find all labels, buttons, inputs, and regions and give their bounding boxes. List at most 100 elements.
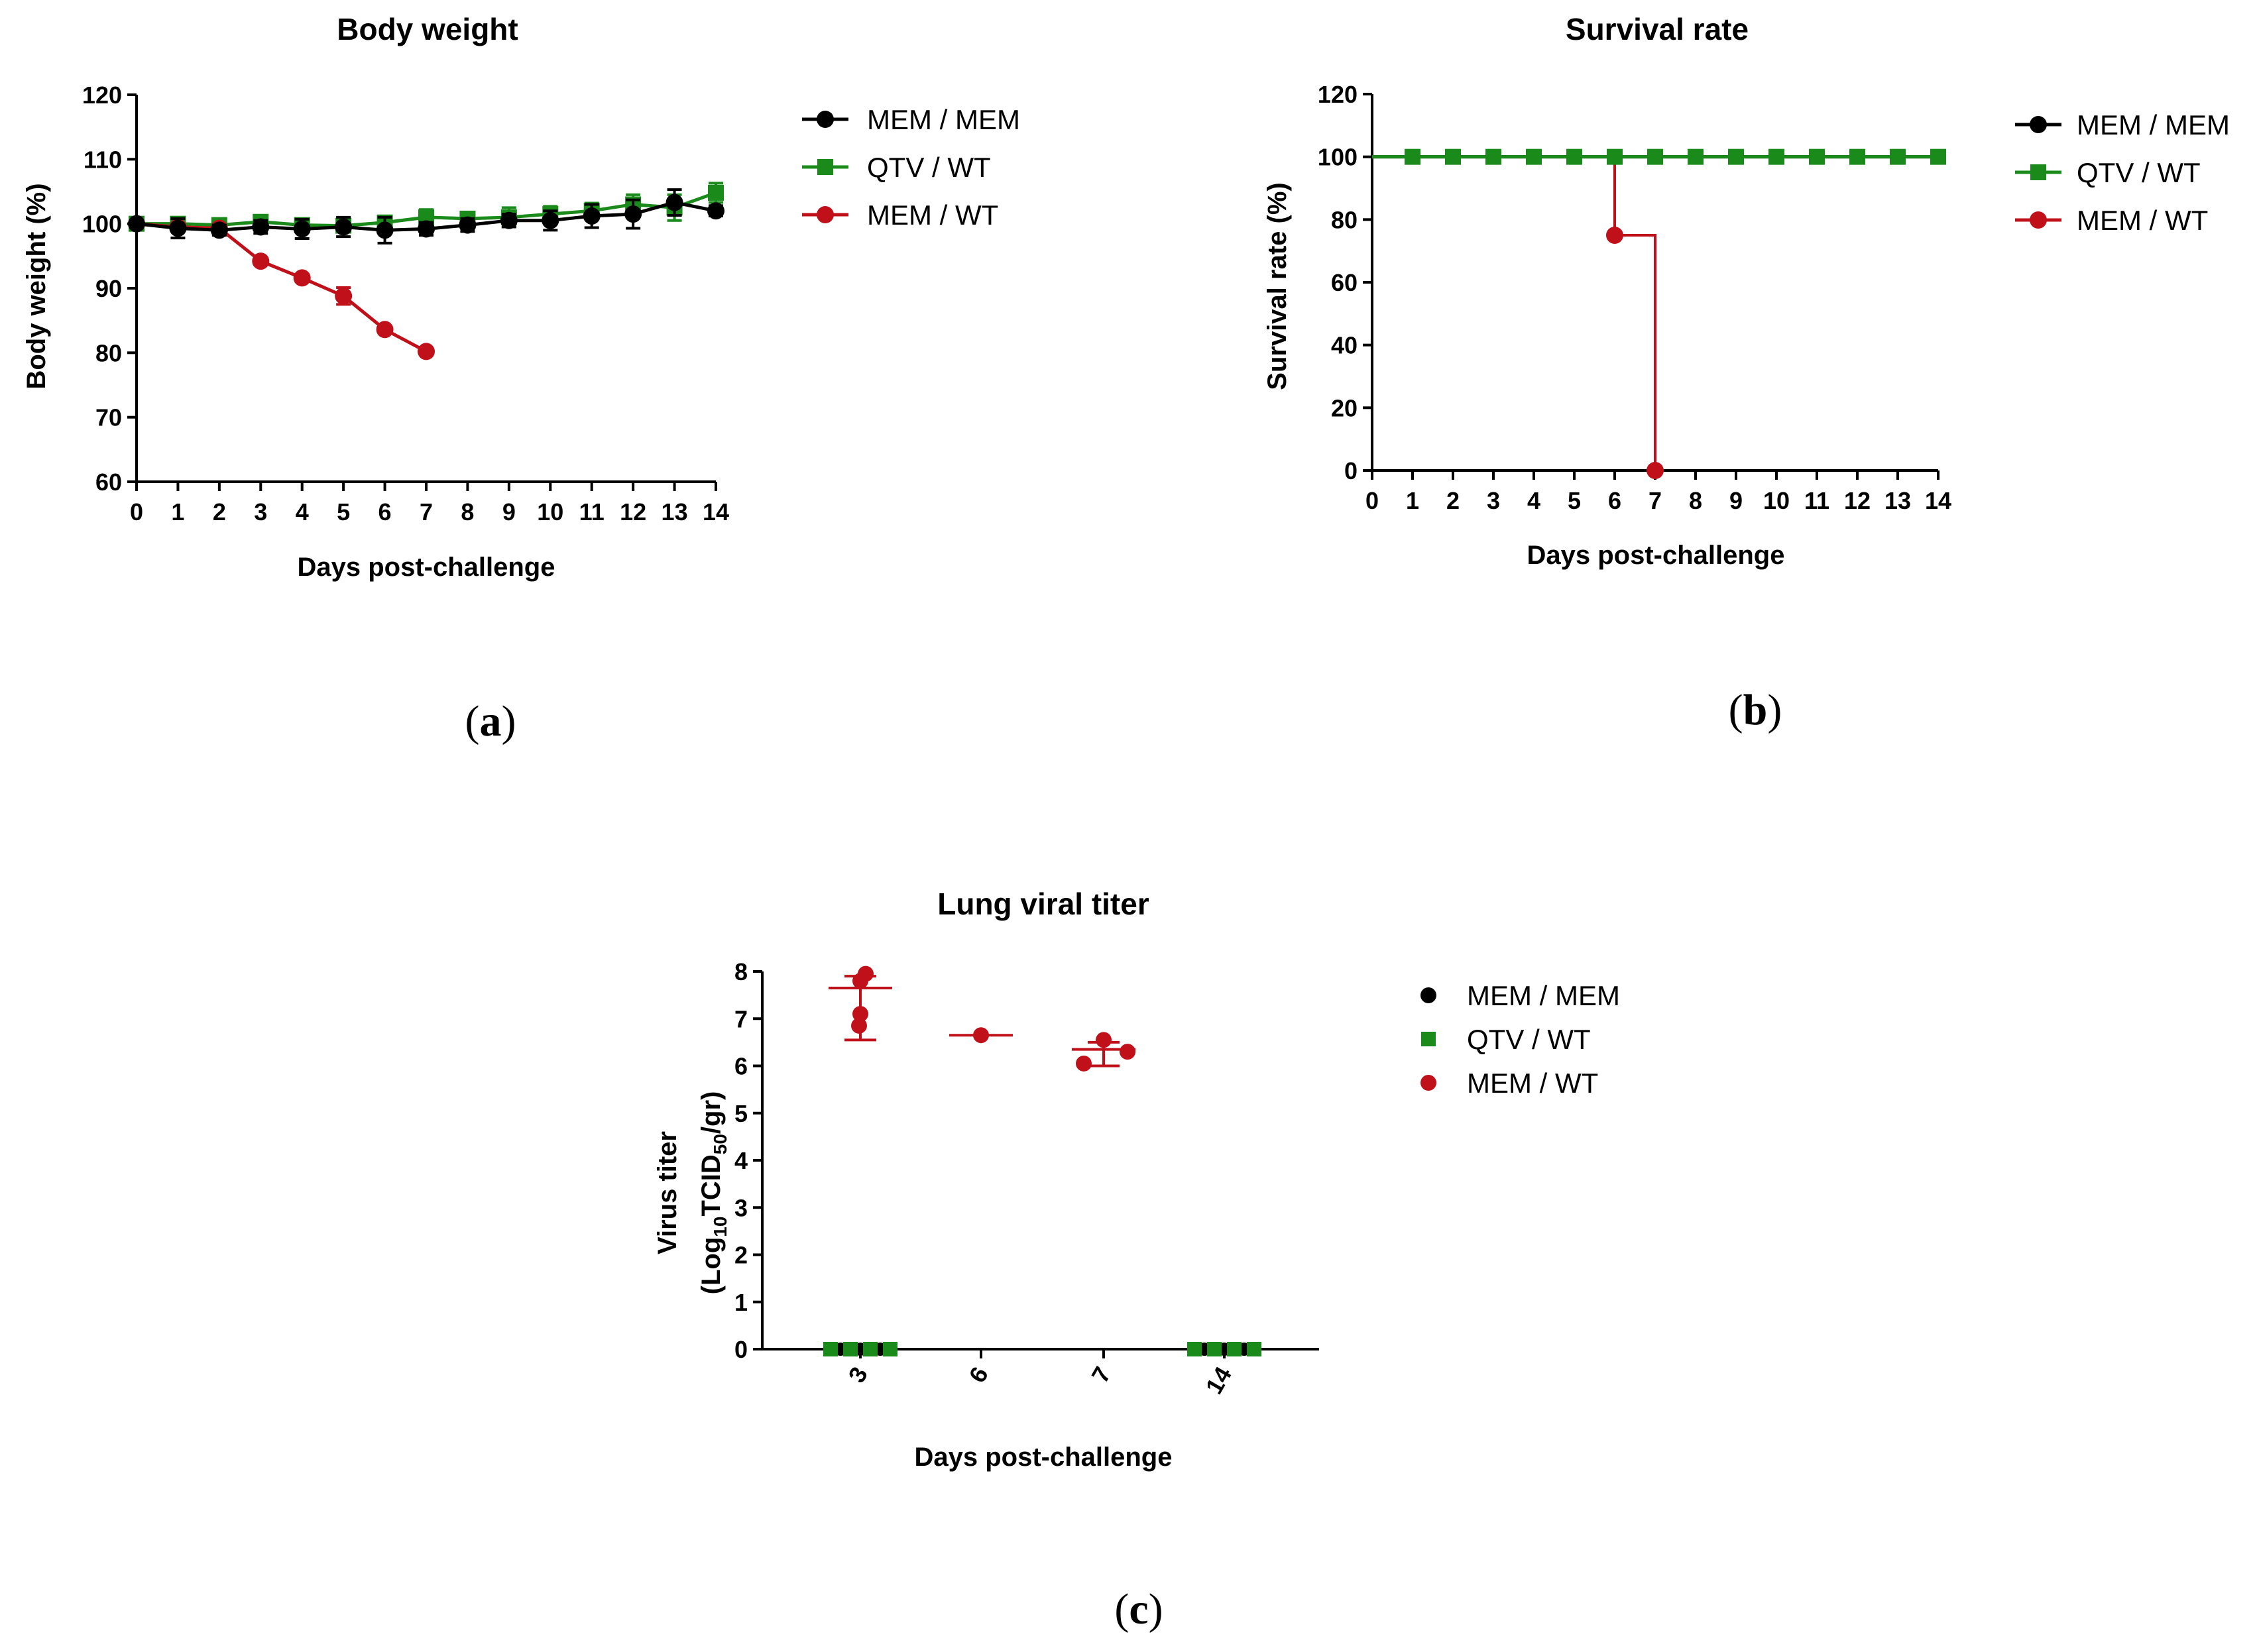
body-weight-data-point: [376, 221, 394, 239]
lung-viral-titer-y-tick-label: 0: [734, 1336, 748, 1363]
body-weight-series: [128, 182, 724, 360]
body-weight-data-point: [335, 287, 353, 305]
lung-viral-titer-y-tick-label: 1: [734, 1289, 748, 1316]
body-weight-x-tick-label: 14: [703, 498, 729, 525]
lung-viral-titer-axes: 0 1 2 3 4 5 6 7 8 3 6 7 14: [734, 958, 1319, 1399]
body-weight-y-tick-label: 60: [95, 468, 122, 496]
survival-rate-legend-marker: [2030, 116, 2047, 133]
lung-viral-titer-data-point: [883, 1342, 897, 1356]
body-weight-x-tick-label: 10: [537, 498, 563, 525]
survival-rate-data-point: [1607, 148, 1623, 165]
lung-viral-titer-y-tick-label: 4: [734, 1147, 748, 1174]
survival-rate-y-tick-label: 40: [1331, 332, 1358, 359]
body-weight-data-point: [624, 205, 642, 223]
body-weight-y-tick-label: 100: [82, 211, 122, 238]
survival-rate-legend-marker: [2030, 164, 2046, 180]
lung-viral-titer-data-point: [1187, 1342, 1202, 1356]
survival-rate-data-point: [1485, 148, 1501, 165]
panel-label-b: (b): [1729, 686, 1782, 734]
survival-rate-legend: MEM / MEM QTV / WT MEM / WT: [2015, 109, 2230, 236]
survival-rate-legend-label: MEM / WT: [2077, 205, 2208, 236]
lung-viral-titer-series: [823, 965, 1261, 1356]
body-weight-data-point: [210, 221, 228, 239]
body-weight-x-tick-label: 2: [213, 498, 226, 525]
survival-rate-data-point: [1688, 148, 1704, 165]
survival-rate-y-tick-label: 0: [1344, 457, 1358, 484]
body-weight-legend-label: MEM / WT: [867, 199, 998, 231]
survival-rate-x-tick-label: 10: [1763, 487, 1790, 514]
lung-viral-titer-data-point: [1120, 1044, 1135, 1060]
body-weight-x-tick-label: 5: [337, 498, 350, 525]
lung-viral-titer-data-point: [852, 973, 868, 989]
lung-viral-titer-y-tick-label: 3: [734, 1194, 748, 1221]
body-weight-y-tick-label: 110: [84, 146, 122, 173]
lung-viral-titer-y-axis-label: Virus titer: [653, 1131, 682, 1254]
body-weight-data-point: [708, 184, 724, 201]
lung-viral-titer-x-tick-label: 14: [1200, 1362, 1237, 1399]
lung-viral-titer-y-tick-label: 2: [734, 1242, 748, 1269]
survival-rate-data-point: [1566, 148, 1582, 165]
survival-rate-y-tick-label: 120: [1318, 81, 1358, 108]
lung-viral-titer-legend-label: MEM / MEM: [1467, 980, 1620, 1011]
survival-rate-x-tick-label: 9: [1729, 487, 1743, 514]
survival-rate-data-point: [1890, 148, 1906, 165]
body-weight-data-point: [252, 218, 270, 236]
body-weight-data-point: [169, 219, 187, 237]
lung-viral-titer-data-point: [1207, 1342, 1222, 1356]
body-weight-legend-label: MEM / MEM: [867, 104, 1020, 135]
survival-rate-legend-label: MEM / MEM: [2077, 109, 2230, 140]
survival-rate-x-tick-label: 14: [1925, 487, 1951, 514]
lung-viral-titer-chart: Lung viral titer Virus titer (Log10TCID5…: [653, 887, 1620, 1472]
survival-rate-data-point: [1930, 148, 1946, 165]
survival-rate-title: Survival rate: [1566, 12, 1749, 46]
survival-rate-x-tick-label: 6: [1608, 487, 1621, 514]
survival-rate-data-point: [1728, 148, 1744, 165]
body-weight-x-tick-label: 8: [461, 498, 474, 525]
survival-rate-data-point: [1849, 148, 1865, 165]
body-weight-data-point: [583, 207, 601, 225]
body-weight-data-point: [252, 252, 270, 270]
panel-label-c: (c): [1114, 1585, 1163, 1633]
survival-rate-data-point: [1405, 148, 1420, 165]
lung-viral-titer-legend-marker: [1421, 1032, 1436, 1046]
lung-viral-titer-data-point: [843, 1342, 858, 1356]
lung-viral-titer-data-point: [863, 1342, 878, 1356]
survival-rate-legend-label: QTV / WT: [2077, 157, 2201, 188]
body-weight-x-tick-label: 9: [502, 498, 516, 525]
lung-viral-titer-series-qtv-wt: [823, 1342, 1261, 1356]
body-weight-data-point: [418, 220, 435, 238]
body-weight-legend-marker: [817, 111, 834, 128]
body-weight-data-point: [459, 216, 477, 234]
survival-rate-y-tick-label: 80: [1331, 206, 1358, 233]
lung-viral-titer-legend-label: QTV / WT: [1467, 1024, 1591, 1055]
body-weight-y-tick-label: 120: [82, 82, 122, 109]
survival-rate-data-point: [1768, 148, 1784, 165]
body-weight-x-tick-label: 12: [620, 498, 646, 525]
body-weight-data-point: [293, 269, 311, 287]
body-weight-data-point: [376, 321, 394, 339]
body-weight-legend-marker: [817, 159, 833, 175]
body-weight-data-point: [707, 202, 724, 220]
body-weight-x-tick-label: 0: [130, 498, 143, 525]
survival-rate-series: [1372, 148, 1946, 479]
body-weight-x-tick-label: 6: [378, 498, 392, 525]
lung-viral-titer-y-tick-label: 5: [734, 1100, 748, 1127]
survival-rate-data-point: [1445, 148, 1461, 165]
survival-rate-y-tick-label: 20: [1331, 394, 1358, 421]
lung-viral-titer-data-point: [852, 1006, 868, 1022]
lung-viral-titer-x-tick-label: 3: [842, 1362, 873, 1388]
survival-rate-y-tick-label: 60: [1331, 269, 1358, 296]
lung-viral-titer-legend-label: MEM / WT: [1467, 1068, 1598, 1099]
body-weight-y-tick-label: 70: [95, 404, 122, 431]
lung-viral-titer-data-point: [823, 1342, 838, 1356]
lung-viral-titer-x-axis-label: Days post-challenge: [914, 1443, 1172, 1472]
survival-rate-data-point: [1647, 462, 1664, 479]
body-weight-data-point: [666, 193, 683, 211]
body-weight-x-tick-label: 7: [420, 498, 433, 525]
body-weight-x-axis-label: Days post-challenge: [297, 553, 555, 582]
body-weight-legend-marker: [817, 206, 834, 223]
survival-rate-data-point: [1647, 148, 1663, 165]
survival-rate-data-point: [1809, 148, 1825, 165]
survival-rate-x-tick-label: 0: [1365, 487, 1379, 514]
